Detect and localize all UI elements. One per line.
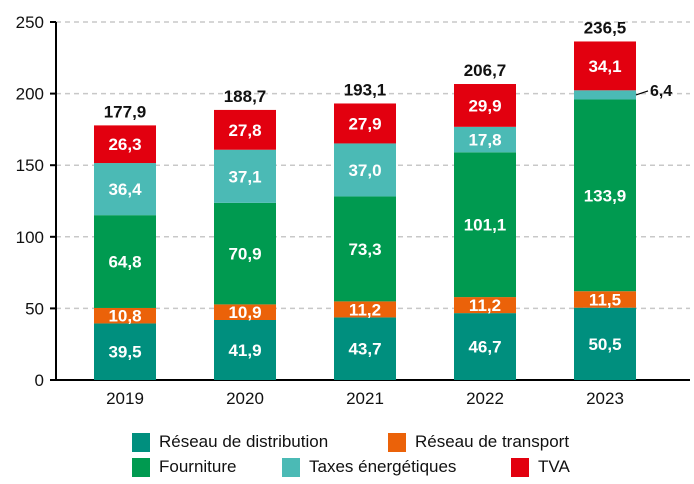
bar-segment [454, 152, 516, 298]
bar-segment [574, 90, 636, 100]
bar-segment [94, 323, 156, 380]
bar-segment [94, 163, 156, 216]
bar-segment [454, 84, 516, 127]
legend-label: Fourniture [159, 457, 237, 476]
x-tick-label: 2020 [226, 389, 264, 408]
data-label: 70,9 [228, 245, 261, 264]
bar-segment [214, 304, 276, 320]
data-label: 34,1 [588, 57, 621, 76]
data-label: 11,2 [469, 296, 501, 315]
total-label: 193,1 [344, 80, 387, 99]
legend-swatch [132, 432, 150, 452]
data-label: 64,8 [108, 253, 141, 272]
bar-segment [334, 103, 396, 144]
leader-line [635, 90, 649, 96]
y-tick-label: 250 [16, 13, 44, 32]
bar-segment [334, 143, 396, 197]
legend-label: Réseau de transport [415, 432, 570, 451]
data-label: 29,9 [468, 96, 501, 115]
x-tick-label: 2019 [106, 389, 144, 408]
total-label: 236,5 [584, 18, 627, 37]
data-label: 37,0 [348, 161, 381, 180]
bar-segment [454, 297, 516, 314]
legend-item-tva: TVA [511, 457, 570, 477]
legend-label: Réseau de distribution [159, 432, 329, 451]
x-tick-label: 2022 [466, 389, 504, 408]
legend-item-taxes: Taxes énergétiques [282, 457, 456, 477]
legend-item-distribution: Réseau de distribution [132, 432, 328, 452]
bar-segment [574, 99, 636, 292]
total-label: 206,7 [464, 61, 507, 80]
legend-item-fourniture: Fourniture [132, 457, 236, 477]
data-label: 17,8 [468, 131, 501, 150]
data-label: 39,5 [108, 343, 141, 362]
data-label: 37,1 [228, 167, 261, 186]
stacked-bar-chart: 0 50 100 150 200 250 39,5 10,8 64,8 36,4 26,3 177,9… [16, 13, 690, 408]
bar-segment [214, 202, 276, 305]
data-label: 10,9 [228, 303, 261, 322]
data-label: 50,5 [588, 335, 621, 354]
total-label: 177,9 [104, 102, 147, 121]
x-tick-label: 2023 [586, 389, 624, 408]
y-tick-label: 100 [16, 228, 44, 247]
legend-label: TVA [538, 457, 570, 476]
legend-label: Taxes énergétiques [309, 457, 457, 476]
data-label: 11,2 [349, 300, 381, 319]
legend-swatch [388, 432, 406, 452]
legend-item-transport: Réseau de transport [388, 432, 569, 452]
bar-segment [454, 313, 516, 380]
data-label: 133,9 [584, 186, 627, 205]
data-label: 46,7 [468, 338, 501, 357]
y-tick-label: 50 [25, 299, 44, 318]
bar-segment [334, 196, 396, 302]
data-label: 73,3 [348, 240, 381, 259]
data-label: 26,3 [108, 135, 141, 154]
bar-segment [334, 317, 396, 380]
legend-swatch [282, 457, 300, 477]
bar-segment [94, 125, 156, 164]
data-label: 36,4 [108, 180, 142, 199]
bar-segment [574, 307, 636, 380]
total-label: 188,7 [224, 87, 267, 106]
data-label: 43,7 [348, 340, 381, 359]
data-label: 6,4 [650, 83, 672, 100]
y-tick-label: 150 [16, 156, 44, 175]
data-label: 27,9 [348, 114, 381, 133]
bar-segment [214, 109, 276, 150]
bar-segment [94, 215, 156, 308]
data-label: 27,8 [228, 121, 261, 140]
x-tick-label: 2021 [346, 389, 384, 408]
data-label: 10,8 [108, 307, 141, 326]
legend-swatch [511, 457, 529, 477]
bar-segment [94, 307, 156, 324]
legend-swatch [132, 457, 150, 477]
y-tick-label: 200 [16, 85, 44, 104]
bar-segment [574, 41, 636, 91]
data-label: 101,1 [464, 216, 507, 235]
bar-segment [454, 126, 516, 153]
data-label: 11,5 [589, 290, 621, 309]
data-label: 41,9 [228, 341, 261, 360]
bar-segment [334, 301, 396, 318]
bar-segment [574, 291, 636, 308]
bar-segment [214, 319, 276, 380]
bar-segment [214, 149, 276, 203]
y-tick-label: 0 [35, 371, 44, 390]
